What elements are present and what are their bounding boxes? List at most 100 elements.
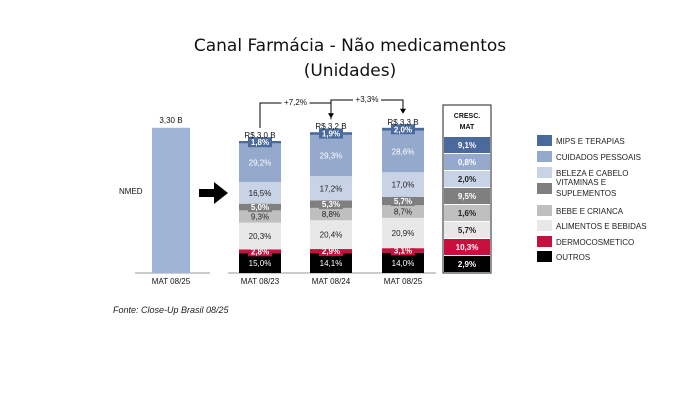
- axis-label: NMED: [119, 187, 143, 196]
- cresc-header: CRESC.: [454, 113, 481, 120]
- growth-label: +7,2%: [284, 98, 307, 107]
- legend-swatch: [537, 251, 552, 262]
- bar-segment: [310, 134, 352, 177]
- data-label: 15,0%: [249, 259, 272, 268]
- bar-segment: [239, 210, 281, 223]
- bar-segment: [310, 220, 352, 250]
- chart-title: Canal Farmácia - Não medicamentos: [193, 36, 507, 56]
- data-label-bg: [319, 128, 343, 139]
- data-label-bg: [391, 124, 415, 135]
- cresc-value: 9,5%: [458, 192, 476, 201]
- bar-segment: [382, 172, 424, 197]
- data-label: 2,0%: [394, 125, 412, 134]
- cresc-value: 10,3%: [456, 243, 479, 252]
- cresc-value: 9,1%: [458, 141, 476, 150]
- legend-label: DERMOCOSMETICO: [556, 238, 634, 247]
- legend-swatch: [537, 167, 552, 178]
- growth-label-bg: [353, 94, 381, 104]
- cresc-cell: [444, 222, 490, 238]
- cresc-cell: [444, 239, 490, 255]
- legend-swatch: [537, 205, 552, 216]
- bar-segment: [382, 252, 424, 273]
- growth-label-bg: [281, 97, 310, 107]
- data-label: 16,5%: [249, 189, 272, 198]
- data-label: 2,9%: [322, 247, 340, 256]
- total-label: R$ 3,2 B: [315, 122, 346, 131]
- bar-segment: [382, 205, 424, 218]
- bar-segment: [310, 253, 352, 273]
- bar-segment: [382, 217, 424, 249]
- tick-label: MAT 08/23: [241, 277, 280, 286]
- cresc-value: 2,0%: [458, 175, 476, 184]
- legend-label: VITAMINAS E: [556, 178, 606, 187]
- cresc-value: 2,9%: [458, 260, 476, 269]
- arrow-down-icon: [400, 108, 406, 114]
- data-label: 5,0%: [251, 203, 269, 212]
- legend-label: OUTROS: [556, 253, 590, 262]
- cresc-cell: [444, 171, 490, 187]
- data-label-bg: [248, 246, 272, 257]
- data-label: 8,7%: [394, 208, 412, 217]
- legend-label: MIPS E TERAPIAS: [556, 137, 625, 146]
- data-label: 5,3%: [322, 200, 340, 209]
- legend-label: SUPLEMENTOS: [556, 189, 616, 198]
- cresc-value: 5,7%: [458, 226, 476, 235]
- data-label: 20,4%: [320, 231, 343, 240]
- legend-label: CUIDADOS PESSOAIS: [556, 153, 641, 162]
- legend-swatch: [537, 183, 552, 194]
- cresc-cell: [444, 188, 490, 204]
- tick-label: MAT 08/25: [152, 277, 191, 286]
- chart-subtitle: (Unidades): [303, 61, 397, 81]
- data-label: 14,0%: [392, 259, 415, 268]
- bar-segment: [239, 181, 281, 204]
- data-label: 3,30 B: [159, 116, 182, 125]
- data-label-bg: [248, 137, 272, 148]
- growth-label: +3,3%: [356, 95, 379, 104]
- data-label: 5,7%: [394, 197, 412, 206]
- data-label: 20,3%: [249, 232, 272, 241]
- legend-swatch: [537, 151, 552, 162]
- data-label-bg: [319, 246, 343, 257]
- data-label-bg: [248, 202, 272, 213]
- bar-segment: [310, 207, 352, 221]
- tick-label: MAT 08/24: [312, 277, 351, 286]
- cresc-cell: [444, 256, 490, 272]
- cresc-cell: [444, 205, 490, 221]
- source-note: Fonte: Close-Up Brasil 08/25: [113, 305, 229, 315]
- cresc-value: 1,6%: [458, 209, 476, 218]
- data-label: 29,2%: [249, 159, 272, 168]
- cresc-cell: [444, 137, 490, 153]
- cresc-cell: [444, 154, 490, 170]
- data-label: 2,8%: [251, 247, 269, 256]
- data-label: 29,3%: [320, 152, 343, 161]
- data-label: 1,8%: [251, 138, 269, 147]
- total-label: R$ 3,0 B: [244, 131, 275, 140]
- data-label: 28,6%: [392, 147, 415, 156]
- right-arrow-icon: [199, 182, 228, 204]
- legend-label: ALIMENTOS E BEBIDAS: [556, 222, 647, 231]
- data-label: 1,9%: [322, 130, 340, 139]
- bar-segment: [382, 130, 424, 173]
- data-label: 17,2%: [320, 184, 343, 193]
- data-label-bg: [391, 245, 415, 256]
- tick-label: MAT 08/25: [384, 277, 423, 286]
- bar-segment: [239, 143, 281, 182]
- legend-swatch: [537, 135, 552, 146]
- data-label: 3,1%: [394, 246, 412, 255]
- bar-segment: [310, 176, 352, 201]
- cresc-header: MAT: [460, 124, 475, 131]
- data-label: 14,1%: [320, 259, 343, 268]
- legend-label: BEBE E CRIANCA: [556, 207, 624, 216]
- total-label: R$ 3,3 B: [387, 118, 418, 127]
- data-label-bg: [391, 196, 415, 207]
- cresc-value: 0,8%: [458, 158, 476, 167]
- data-label: 20,9%: [392, 229, 415, 238]
- legend-swatch: [537, 220, 552, 231]
- bar-nmed: [152, 127, 190, 273]
- legend-swatch: [537, 236, 552, 247]
- data-label: 17,0%: [392, 181, 415, 190]
- legend-label: BELEZA E CABELO: [556, 169, 628, 178]
- bar-segment: [239, 222, 281, 250]
- data-label: 9,3%: [251, 213, 269, 222]
